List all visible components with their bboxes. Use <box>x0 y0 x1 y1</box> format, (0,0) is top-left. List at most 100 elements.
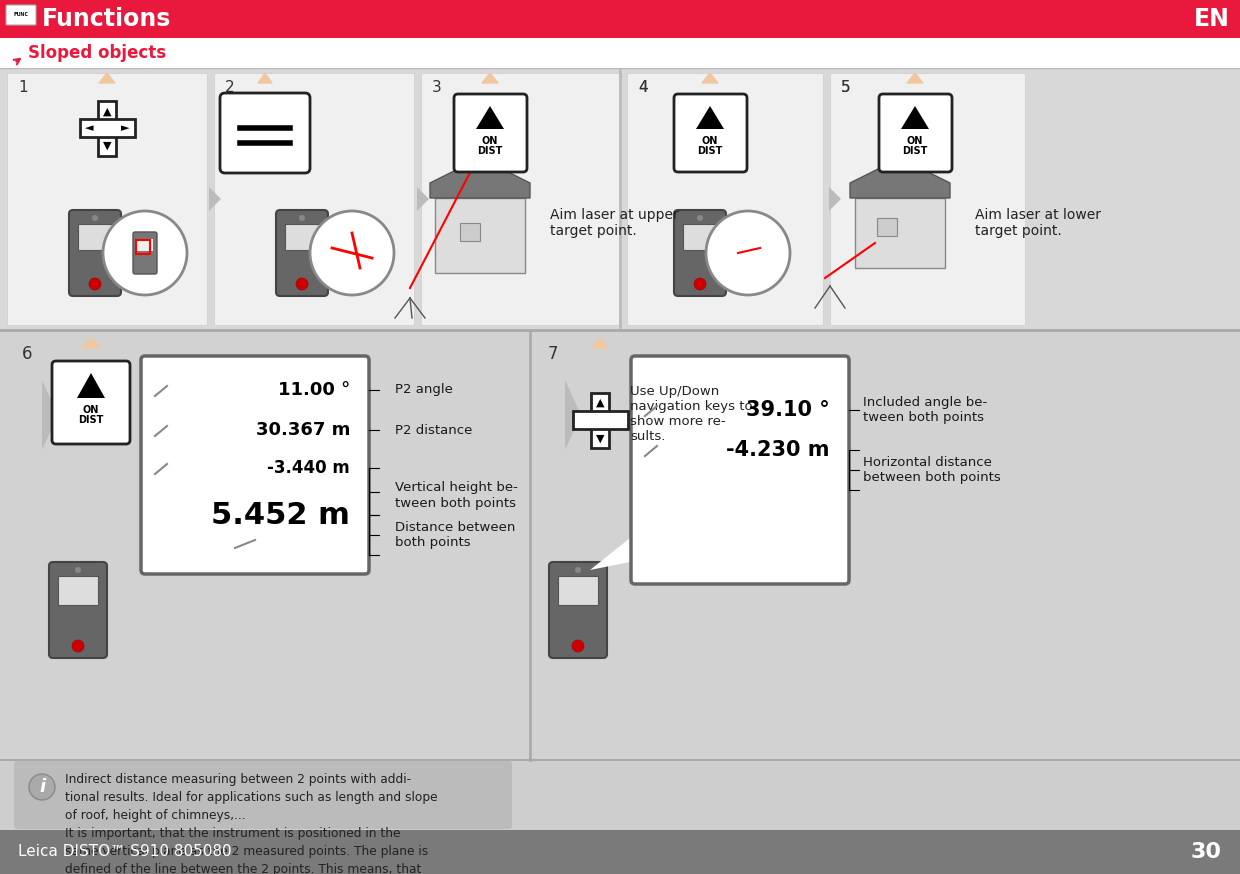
Text: 3: 3 <box>432 80 441 95</box>
Bar <box>0 38 1240 68</box>
Text: 6: 6 <box>22 345 32 363</box>
Circle shape <box>575 567 582 573</box>
Text: 4: 4 <box>639 80 647 95</box>
Bar <box>877 218 897 236</box>
FancyBboxPatch shape <box>133 232 157 274</box>
Text: tional results. Ideal for applications such as length and slope: tional results. Ideal for applications s… <box>64 791 438 804</box>
Polygon shape <box>417 187 429 211</box>
Text: 2: 2 <box>224 80 234 95</box>
Circle shape <box>697 215 703 221</box>
FancyBboxPatch shape <box>52 361 130 444</box>
Bar <box>81 119 135 137</box>
FancyBboxPatch shape <box>675 210 725 296</box>
Bar <box>0 330 1240 760</box>
Text: 4: 4 <box>639 80 647 95</box>
Circle shape <box>92 215 98 221</box>
Bar <box>78 224 112 250</box>
Text: It is important, that the instrument is positioned in the: It is important, that the instrument is … <box>64 827 401 840</box>
Text: i: i <box>38 778 45 796</box>
FancyBboxPatch shape <box>627 73 823 325</box>
FancyBboxPatch shape <box>50 562 107 658</box>
Text: -3.440 m: -3.440 m <box>268 459 350 477</box>
Text: ◄: ◄ <box>86 123 93 133</box>
Polygon shape <box>482 73 498 83</box>
FancyBboxPatch shape <box>675 94 746 172</box>
Text: FUNC: FUNC <box>14 12 29 17</box>
Polygon shape <box>590 530 640 570</box>
Text: of roof, height of chimneys,...: of roof, height of chimneys,... <box>64 809 246 822</box>
FancyBboxPatch shape <box>830 73 1025 325</box>
Bar <box>435 198 525 273</box>
Text: Distance between
both points: Distance between both points <box>396 521 516 549</box>
Bar <box>573 411 627 429</box>
Circle shape <box>72 640 84 652</box>
Polygon shape <box>849 158 950 198</box>
Polygon shape <box>696 106 724 129</box>
Polygon shape <box>258 73 272 83</box>
Text: Vertical height be-
tween both points: Vertical height be- tween both points <box>396 482 518 510</box>
Text: 5.452 m: 5.452 m <box>211 501 350 530</box>
Polygon shape <box>901 106 929 129</box>
Text: ▲: ▲ <box>595 398 604 408</box>
Text: 7: 7 <box>548 345 558 363</box>
Circle shape <box>694 278 706 290</box>
Text: ON: ON <box>702 136 718 146</box>
Polygon shape <box>476 106 503 129</box>
FancyBboxPatch shape <box>215 73 414 325</box>
Bar <box>0 0 1240 38</box>
FancyBboxPatch shape <box>6 5 36 25</box>
Bar <box>0 68 1240 330</box>
Text: same vertical plane as the 2 measured points. The plane is: same vertical plane as the 2 measured po… <box>64 845 428 858</box>
Circle shape <box>299 215 305 221</box>
Text: ▼: ▼ <box>595 434 604 444</box>
Bar <box>683 224 717 250</box>
FancyBboxPatch shape <box>141 356 370 574</box>
Text: 30.367 m: 30.367 m <box>255 421 350 439</box>
Text: 39.10 °: 39.10 ° <box>746 400 830 420</box>
Polygon shape <box>702 73 718 83</box>
Circle shape <box>296 278 308 290</box>
Text: Functions: Functions <box>42 7 171 31</box>
FancyBboxPatch shape <box>454 94 527 172</box>
Text: Sloped objects: Sloped objects <box>29 44 166 62</box>
Text: DIST: DIST <box>697 146 723 156</box>
Text: Leica DISTO™ S910 805080: Leica DISTO™ S910 805080 <box>19 844 232 859</box>
Circle shape <box>29 774 55 800</box>
Text: ►: ► <box>120 123 129 133</box>
Text: defined of the line between the 2 points. This means, that: defined of the line between the 2 points… <box>64 863 422 874</box>
Text: DIST: DIST <box>903 146 928 156</box>
Text: ▲: ▲ <box>103 107 112 117</box>
Circle shape <box>572 640 584 652</box>
Polygon shape <box>77 373 105 398</box>
FancyBboxPatch shape <box>7 73 207 325</box>
Text: Use Up/Down
navigation keys to
show more re-
sults.: Use Up/Down navigation keys to show more… <box>630 385 753 443</box>
Bar <box>136 239 153 251</box>
Polygon shape <box>430 158 529 198</box>
Text: ▼: ▼ <box>103 141 112 151</box>
Bar <box>58 576 98 605</box>
Circle shape <box>310 211 394 295</box>
FancyBboxPatch shape <box>219 93 310 173</box>
FancyBboxPatch shape <box>277 210 329 296</box>
Circle shape <box>103 211 187 295</box>
FancyBboxPatch shape <box>549 562 608 658</box>
Bar <box>136 240 150 254</box>
Polygon shape <box>591 338 608 348</box>
Text: Included angle be-
tween both points: Included angle be- tween both points <box>863 396 987 424</box>
Text: Aim laser at lower
target point.: Aim laser at lower target point. <box>975 208 1101 239</box>
Text: -4.230 m: -4.230 m <box>727 440 830 460</box>
Bar <box>558 576 598 605</box>
FancyBboxPatch shape <box>14 761 512 829</box>
Text: P2 angle: P2 angle <box>396 384 453 397</box>
Text: ON: ON <box>906 136 924 146</box>
Bar <box>460 223 480 241</box>
Polygon shape <box>565 380 582 450</box>
Text: 1: 1 <box>19 80 27 95</box>
FancyBboxPatch shape <box>69 210 122 296</box>
Bar <box>0 830 1240 874</box>
Circle shape <box>89 278 100 290</box>
Text: 11.00 °: 11.00 ° <box>278 381 350 399</box>
Polygon shape <box>82 338 100 348</box>
Polygon shape <box>906 73 923 83</box>
Polygon shape <box>42 380 58 450</box>
